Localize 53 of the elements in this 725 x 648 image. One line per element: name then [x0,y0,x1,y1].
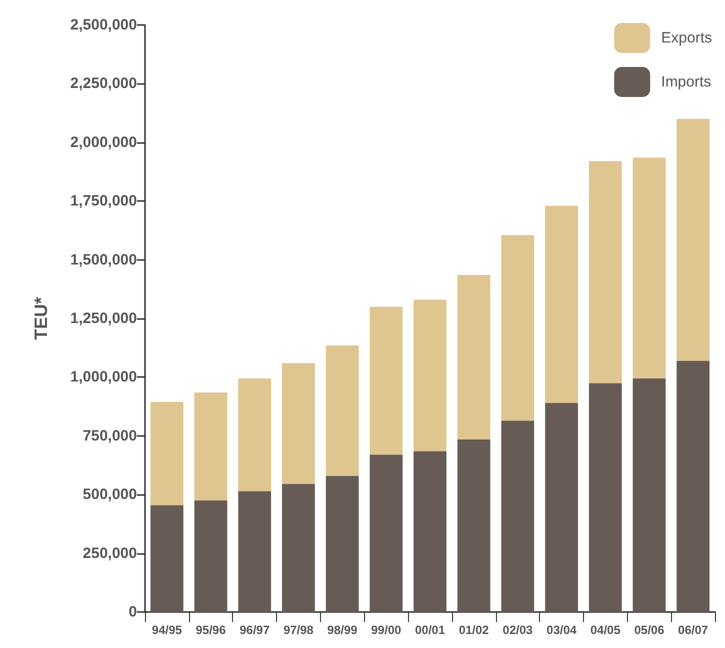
bar [282,484,315,612]
y-axis-title: TEU* [31,296,51,340]
x-tick-label: 05/06 [634,623,665,637]
bar [632,158,666,378]
bar [282,363,315,484]
x-tick-label: 04/05 [590,623,621,637]
legend-label: Imports [661,74,712,90]
y-tick-label: 2,000,000 [70,134,137,151]
y-tick-label: 1,500,000 [70,251,137,268]
legend-label: Exports [661,30,712,46]
bar [457,439,490,612]
y-tick-label: 500,000 [82,486,137,504]
bar [545,206,578,404]
bar [632,378,666,612]
y-tick-label: 1,250,000 [70,310,137,327]
y-tick-label: 1,750,000 [70,192,137,210]
y-tick-label: 1,000,000 [70,368,137,386]
bar [326,346,359,476]
x-tick-label: 98/99 [327,623,358,637]
x-tick-label: 06/07 [678,623,708,637]
bar [194,392,228,500]
x-tick-label: 03/04 [546,623,577,637]
bar [501,420,534,612]
bar [370,454,403,612]
y-tick-label: 250,000 [82,544,137,562]
x-tick-label: 97/98 [283,623,314,637]
bar [588,161,622,384]
y-tick-label: 2,250,000 [70,75,137,92]
x-tick-label: 00/01 [414,623,446,637]
bar [150,402,184,506]
bar [238,378,272,492]
bar [194,500,228,612]
bar [676,360,710,612]
bar [501,235,534,421]
bar [457,275,490,440]
bar [414,451,446,612]
x-tick-label: 96/97 [240,623,270,637]
bar [238,491,272,612]
y-tick-label: 750,000 [82,427,137,444]
bar [370,306,403,455]
bar [676,118,710,361]
x-tick-label: 94/95 [152,623,182,637]
x-tick-label: 95/96 [196,623,226,637]
bar [150,505,184,612]
x-tick-label: 01/02 [458,623,490,637]
y-tick-label: 2,500,000 [70,16,137,34]
x-tick-label: 99/00 [371,623,402,637]
y-tick-label: 0 [128,604,137,620]
bar [588,383,622,612]
bar [414,300,446,452]
bar [545,403,578,612]
x-tick-label: 02/03 [502,623,534,637]
bar [326,476,359,612]
